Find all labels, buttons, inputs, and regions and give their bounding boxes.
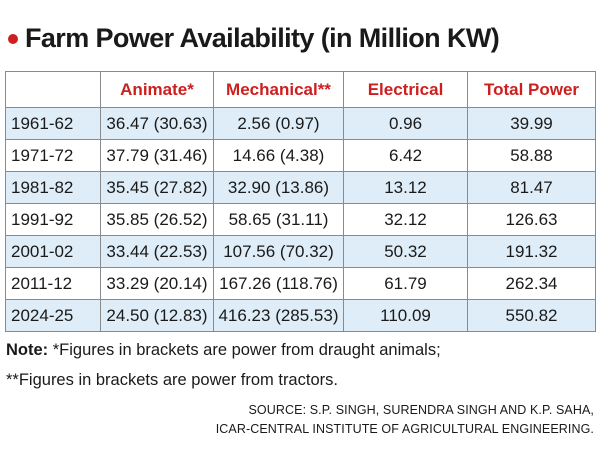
cell-mechanical: 2.56 (0.97)	[213, 107, 344, 140]
table-row: 2001-02 33.44 (22.53) 107.56 (70.32) 50.…	[5, 235, 596, 268]
note-line-2: **Figures in brackets are power from tra…	[6, 371, 338, 390]
note-text-1: *Figures in brackets are power from drau…	[48, 341, 441, 359]
cell-animate: 24.50 (12.83)	[100, 299, 214, 332]
cell-period: 1971-72	[5, 139, 101, 172]
cell-total-power: 39.99	[467, 107, 596, 140]
cell-mechanical: 58.65 (31.11)	[213, 203, 344, 236]
cell-mechanical: 107.56 (70.32)	[213, 235, 344, 268]
title-text: Farm Power Availability (in Million KW)	[25, 22, 500, 53]
table-header-row: Animate* Mechanical** Electrical Total P…	[5, 71, 596, 108]
cell-animate: 36.47 (30.63)	[100, 107, 214, 140]
note-line-1: Note: *Figures in brackets are power fro…	[6, 341, 441, 360]
cell-animate: 37.79 (31.46)	[100, 139, 214, 172]
header-total-power: Total Power	[467, 71, 596, 108]
cell-total-power: 81.47	[467, 171, 596, 204]
cell-electrical: 50.32	[343, 235, 468, 268]
cell-total-power: 262.34	[467, 267, 596, 300]
cell-electrical: 0.96	[343, 107, 468, 140]
farm-power-table: Animate* Mechanical** Electrical Total P…	[5, 71, 596, 332]
cell-electrical: 32.12	[343, 203, 468, 236]
source-line-1: SOURCE: S.P. SINGH, SURENDRA SINGH AND K…	[248, 403, 594, 417]
header-electrical: Electrical	[343, 71, 468, 108]
cell-total-power: 550.82	[467, 299, 596, 332]
table-row: 1961-62 36.47 (30.63) 2.56 (0.97) 0.96 3…	[5, 107, 596, 140]
table-row: 1971-72 37.79 (31.46) 14.66 (4.38) 6.42 …	[5, 139, 596, 172]
cell-animate: 35.45 (27.82)	[100, 171, 214, 204]
cell-total-power: 191.32	[467, 235, 596, 268]
cell-mechanical: 32.90 (13.86)	[213, 171, 344, 204]
cell-animate: 33.29 (20.14)	[100, 267, 214, 300]
bullet-icon	[8, 34, 18, 44]
cell-period: 1981-82	[5, 171, 101, 204]
header-period	[5, 71, 101, 108]
table-row: 1981-82 35.45 (27.82) 32.90 (13.86) 13.1…	[5, 171, 596, 204]
cell-electrical: 13.12	[343, 171, 468, 204]
source-line-2: ICAR-CENTRAL INSTITUTE OF AGRICULTURAL E…	[215, 422, 594, 436]
page-title: Farm Power Availability (in Million KW)	[8, 18, 500, 58]
cell-period: 1961-62	[5, 107, 101, 140]
cell-electrical: 110.09	[343, 299, 468, 332]
header-animate: Animate*	[100, 71, 214, 108]
cell-electrical: 6.42	[343, 139, 468, 172]
table-row: 2011-12 33.29 (20.14) 167.26 (118.76) 61…	[5, 267, 596, 300]
cell-period: 1991-92	[5, 203, 101, 236]
cell-animate: 35.85 (26.52)	[100, 203, 214, 236]
cell-animate: 33.44 (22.53)	[100, 235, 214, 268]
cell-mechanical: 167.26 (118.76)	[213, 267, 344, 300]
cell-mechanical: 416.23 (285.53)	[213, 299, 344, 332]
cell-total-power: 58.88	[467, 139, 596, 172]
cell-electrical: 61.79	[343, 267, 468, 300]
note-text-2: **Figures in brackets are power from tra…	[6, 371, 338, 389]
table-row: 2024-25 24.50 (12.83) 416.23 (285.53) 11…	[5, 299, 596, 332]
cell-period: 2024-25	[5, 299, 101, 332]
note-label: Note:	[6, 341, 49, 359]
cell-period: 2001-02	[5, 235, 101, 268]
cell-total-power: 126.63	[467, 203, 596, 236]
cell-period: 2011-12	[5, 267, 101, 300]
table-row: 1991-92 35.85 (26.52) 58.65 (31.11) 32.1…	[5, 203, 596, 236]
header-mechanical: Mechanical**	[213, 71, 344, 108]
cell-mechanical: 14.66 (4.38)	[213, 139, 344, 172]
